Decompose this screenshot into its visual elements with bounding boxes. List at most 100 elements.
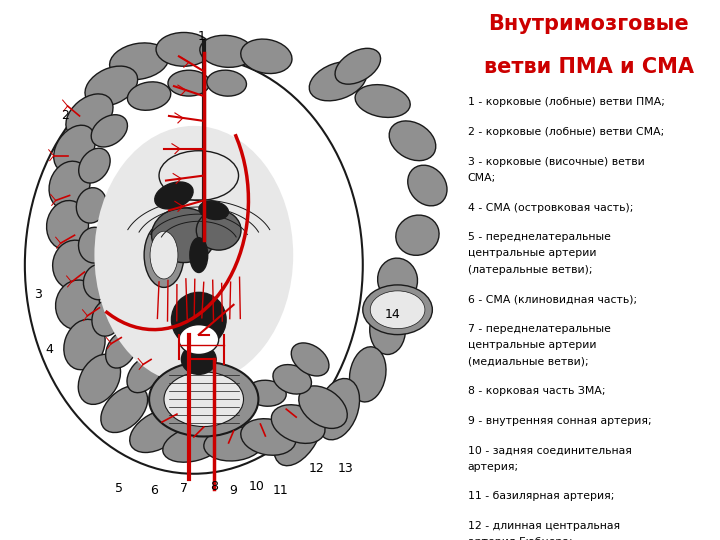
Ellipse shape bbox=[271, 405, 325, 443]
Text: центральные артерии: центральные артерии bbox=[468, 248, 596, 259]
Text: 1 - корковые (лобные) ветви ПМА;: 1 - корковые (лобные) ветви ПМА; bbox=[468, 97, 665, 107]
Ellipse shape bbox=[106, 331, 137, 368]
Text: центральные артерии: центральные артерии bbox=[468, 340, 596, 350]
Ellipse shape bbox=[335, 48, 381, 84]
Text: 8 - корковая часть ЗМА;: 8 - корковая часть ЗМА; bbox=[468, 386, 606, 396]
Text: 11: 11 bbox=[272, 484, 288, 497]
Text: 9 - внутренняя сонная артерия;: 9 - внутренняя сонная артерия; bbox=[468, 416, 652, 426]
Text: Внутримозговые: Внутримозговые bbox=[488, 14, 689, 33]
Ellipse shape bbox=[216, 388, 257, 414]
Ellipse shape bbox=[101, 386, 148, 433]
Text: 2 - корковые (лобные) ветви СМА;: 2 - корковые (лобные) ветви СМА; bbox=[468, 127, 664, 137]
Ellipse shape bbox=[370, 291, 425, 329]
Text: 1: 1 bbox=[198, 30, 206, 43]
Ellipse shape bbox=[163, 426, 225, 462]
Ellipse shape bbox=[310, 62, 366, 101]
Text: 6 - СМА (клиновидная часть);: 6 - СМА (клиновидная часть); bbox=[468, 294, 636, 305]
Text: 2: 2 bbox=[60, 110, 68, 123]
Ellipse shape bbox=[47, 200, 89, 250]
Ellipse shape bbox=[94, 126, 293, 384]
Ellipse shape bbox=[78, 354, 120, 404]
Text: 5: 5 bbox=[115, 482, 123, 495]
Ellipse shape bbox=[55, 280, 99, 329]
Text: артерия Гюбнера;: артерия Гюбнера; bbox=[468, 537, 572, 540]
Ellipse shape bbox=[199, 201, 228, 220]
Ellipse shape bbox=[54, 125, 95, 172]
Ellipse shape bbox=[273, 364, 312, 394]
Ellipse shape bbox=[207, 70, 246, 96]
Text: 4: 4 bbox=[46, 343, 53, 356]
Ellipse shape bbox=[204, 427, 264, 461]
Ellipse shape bbox=[109, 43, 168, 79]
Ellipse shape bbox=[299, 386, 347, 428]
Ellipse shape bbox=[316, 379, 359, 440]
Ellipse shape bbox=[408, 165, 447, 206]
Text: (латеральные ветви);: (латеральные ветви); bbox=[468, 265, 593, 275]
Text: 9: 9 bbox=[230, 484, 238, 497]
Ellipse shape bbox=[155, 182, 193, 209]
Ellipse shape bbox=[25, 56, 363, 474]
Ellipse shape bbox=[181, 345, 216, 374]
Ellipse shape bbox=[156, 32, 212, 66]
Ellipse shape bbox=[200, 35, 253, 68]
Ellipse shape bbox=[377, 258, 418, 302]
Ellipse shape bbox=[85, 66, 138, 106]
Ellipse shape bbox=[396, 215, 439, 255]
Ellipse shape bbox=[182, 393, 225, 422]
Ellipse shape bbox=[49, 161, 90, 210]
Text: ветви ПМА и СМА: ветви ПМА и СМА bbox=[484, 57, 693, 77]
Text: 3 - корковые (височные) ветви: 3 - корковые (височные) ветви bbox=[468, 157, 644, 167]
Ellipse shape bbox=[130, 409, 184, 453]
Ellipse shape bbox=[240, 39, 292, 73]
Text: артерия;: артерия; bbox=[468, 462, 519, 472]
Text: 13: 13 bbox=[338, 462, 354, 475]
Ellipse shape bbox=[84, 264, 115, 300]
Text: 8: 8 bbox=[210, 480, 217, 493]
Ellipse shape bbox=[91, 114, 127, 147]
Text: 14: 14 bbox=[384, 308, 400, 321]
Text: 12: 12 bbox=[308, 462, 324, 475]
Text: 7: 7 bbox=[180, 482, 188, 495]
Text: 7 - переднелатеральные: 7 - переднелатеральные bbox=[468, 324, 611, 334]
Text: 5 - переднелатеральные: 5 - переднелатеральные bbox=[468, 232, 611, 242]
Ellipse shape bbox=[159, 151, 238, 200]
Ellipse shape bbox=[363, 285, 432, 335]
Ellipse shape bbox=[127, 82, 171, 110]
Ellipse shape bbox=[291, 343, 329, 376]
Ellipse shape bbox=[150, 231, 178, 279]
Ellipse shape bbox=[349, 347, 386, 402]
Ellipse shape bbox=[78, 227, 110, 263]
Ellipse shape bbox=[64, 319, 105, 370]
Ellipse shape bbox=[144, 223, 184, 287]
Text: 12 - длинная центральная: 12 - длинная центральная bbox=[468, 521, 620, 531]
Ellipse shape bbox=[66, 94, 113, 138]
Ellipse shape bbox=[152, 381, 190, 414]
Ellipse shape bbox=[171, 292, 226, 347]
Ellipse shape bbox=[197, 211, 241, 250]
Ellipse shape bbox=[152, 208, 216, 262]
Ellipse shape bbox=[390, 121, 436, 161]
Ellipse shape bbox=[127, 356, 161, 393]
Ellipse shape bbox=[179, 325, 219, 354]
Ellipse shape bbox=[92, 299, 123, 336]
Ellipse shape bbox=[164, 372, 243, 427]
Text: 4 - СМА (островковая часть);: 4 - СМА (островковая часть); bbox=[468, 202, 633, 213]
Ellipse shape bbox=[78, 148, 110, 183]
Ellipse shape bbox=[149, 362, 258, 436]
Ellipse shape bbox=[246, 380, 287, 406]
Text: 10: 10 bbox=[248, 480, 264, 493]
Ellipse shape bbox=[190, 238, 208, 273]
Ellipse shape bbox=[355, 85, 410, 117]
Ellipse shape bbox=[76, 188, 107, 223]
Text: 6: 6 bbox=[150, 484, 158, 497]
Ellipse shape bbox=[274, 402, 323, 465]
Text: 3: 3 bbox=[34, 288, 42, 301]
Text: 10 - задняя соединительная: 10 - задняя соединительная bbox=[468, 446, 631, 456]
Text: СМА;: СМА; bbox=[468, 173, 496, 183]
Ellipse shape bbox=[53, 240, 96, 290]
Ellipse shape bbox=[370, 305, 405, 354]
Ellipse shape bbox=[240, 418, 296, 455]
Text: (медиальные ветви);: (медиальные ветви); bbox=[468, 356, 588, 367]
Ellipse shape bbox=[168, 70, 210, 96]
Text: 11 - базилярная артерия;: 11 - базилярная артерия; bbox=[468, 491, 614, 502]
